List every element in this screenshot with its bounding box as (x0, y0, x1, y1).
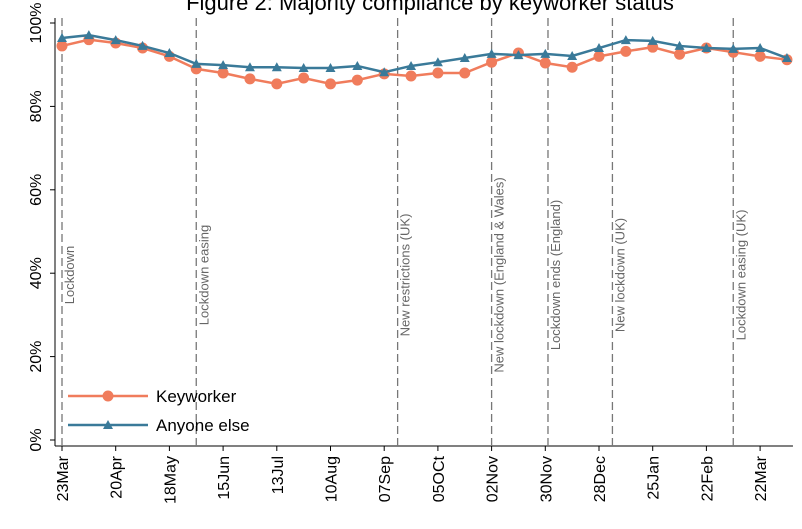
point (566, 61, 578, 73)
point (406, 60, 417, 70)
x-tick-label: 15Jun (216, 456, 233, 500)
point (244, 73, 256, 85)
point (567, 50, 578, 60)
point (137, 40, 148, 50)
point (271, 78, 283, 90)
point (781, 53, 792, 63)
annotation-label: Lockdown (62, 246, 77, 305)
point (352, 60, 363, 70)
point (351, 74, 363, 86)
point (379, 67, 390, 77)
point (298, 72, 310, 84)
x-tick-label: 10Aug (324, 456, 341, 502)
point (755, 43, 766, 53)
point (164, 48, 175, 58)
x-tick-label: 18May (162, 456, 179, 504)
legend-label: Keyworker (156, 387, 237, 406)
series-line (61, 38, 788, 86)
point (459, 67, 471, 79)
point (459, 53, 470, 63)
point (244, 62, 255, 72)
point (539, 57, 551, 69)
point (594, 43, 604, 53)
point (432, 67, 444, 79)
x-tick-label: 13Jul (270, 456, 287, 494)
x-tick-label: 20Apr (109, 455, 126, 498)
y-tick-label: 100% (28, 3, 45, 44)
annotation-label: Lockdown easing (196, 225, 211, 325)
point (56, 40, 68, 52)
annotation-label: New lockdown (UK) (612, 218, 627, 332)
annotation-label: New restrictions (UK) (398, 214, 413, 337)
x-tick-label: 23Mar (55, 455, 72, 501)
point (674, 40, 685, 50)
point (218, 60, 229, 70)
point (298, 63, 309, 73)
point (754, 50, 766, 62)
series-line (61, 33, 788, 74)
legend-label: Anyone else (156, 416, 250, 435)
x-tick-label: 28Dec (592, 456, 609, 502)
y-tick-label: 20% (28, 341, 45, 373)
point (325, 78, 336, 90)
annotation-label: Lockdown easing (UK) (733, 210, 748, 341)
legend-marker (102, 390, 114, 402)
point (674, 48, 686, 60)
y-tick-label: 0% (28, 428, 45, 451)
point (110, 35, 121, 45)
point (271, 62, 282, 72)
x-tick-label: 22Mar (753, 455, 770, 501)
annotation-label: Lockdown ends (England) (548, 200, 563, 350)
legend-marker (103, 420, 113, 429)
x-tick-label: 07Sep (377, 456, 394, 502)
point (728, 43, 739, 53)
point (540, 48, 551, 58)
x-tick-label: 25Jan (646, 456, 663, 500)
point (701, 43, 712, 53)
x-tick-label: 30Nov (538, 456, 555, 502)
point (593, 50, 605, 62)
y-tick-label: 80% (28, 90, 45, 122)
point (83, 30, 94, 40)
point (405, 70, 417, 82)
point (191, 58, 202, 68)
x-tick-label: 05OCt (431, 455, 448, 502)
point (432, 57, 443, 67)
point (486, 48, 497, 58)
point (325, 63, 336, 73)
y-tick-label: 40% (28, 257, 45, 289)
point (513, 50, 524, 60)
point (620, 35, 631, 45)
point (647, 35, 658, 45)
x-tick-label: 22Feb (699, 456, 716, 501)
y-tick-label: 60% (28, 174, 45, 206)
chart-title: Figure 2: Majority compliance by keywork… (186, 0, 674, 15)
point (620, 45, 632, 57)
x-tick-label: 02Nov (485, 456, 502, 502)
point (217, 67, 229, 79)
annotation-label: New lockdown (England & Wales) (492, 177, 507, 372)
point (57, 33, 67, 43)
point (486, 56, 498, 68)
